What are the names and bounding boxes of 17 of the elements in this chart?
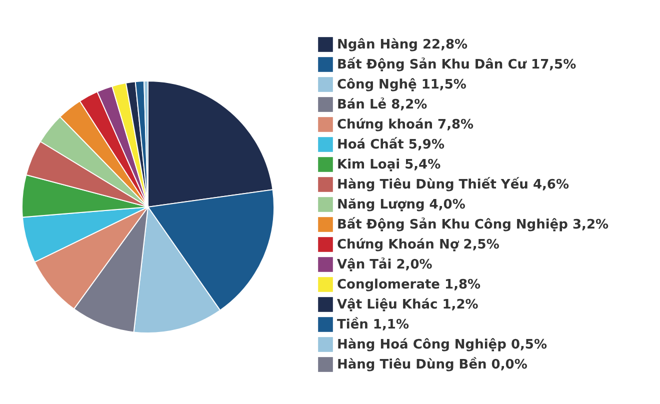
legend-label: Bất Động Sản Khu Công Nghiệp 3,2% xyxy=(337,216,609,232)
legend-label: Hàng Tiêu Dùng Bền 0,0% xyxy=(337,356,528,372)
legend-label: Hoá Chất 5,9% xyxy=(337,136,444,152)
legend-label: Công Nghệ 11,5% xyxy=(337,78,466,92)
legend-label: Conglomerate 1,8% xyxy=(337,278,481,292)
legend-label: Năng Lượng 4,0% xyxy=(337,198,466,212)
legend-label: Chứng Khoán Nợ 2,5% xyxy=(337,238,500,252)
legend-label: Ngân Hàng 22,8% xyxy=(337,38,468,52)
legend-label: Kim Loại 5,4% xyxy=(337,158,441,172)
legend-label: Vật Liệu Khác 1,2% xyxy=(337,298,478,312)
legend-label: Bán Lẻ 8,2% xyxy=(337,98,428,112)
legend-label: Hàng Hoá Công Nghiệp 0,5% xyxy=(337,338,548,352)
legend-label: Tiền 1,1% xyxy=(337,316,409,332)
legend-label: Chứng khoán 7,8% xyxy=(337,118,474,132)
legend-label: Vận Tải 2,0% xyxy=(337,258,432,272)
legend-label: Bất Động Sản Khu Dân Cư 17,5% xyxy=(337,56,576,72)
legend-label: Hàng Tiêu Dùng Thiết Yếu 4,6% xyxy=(337,176,569,192)
